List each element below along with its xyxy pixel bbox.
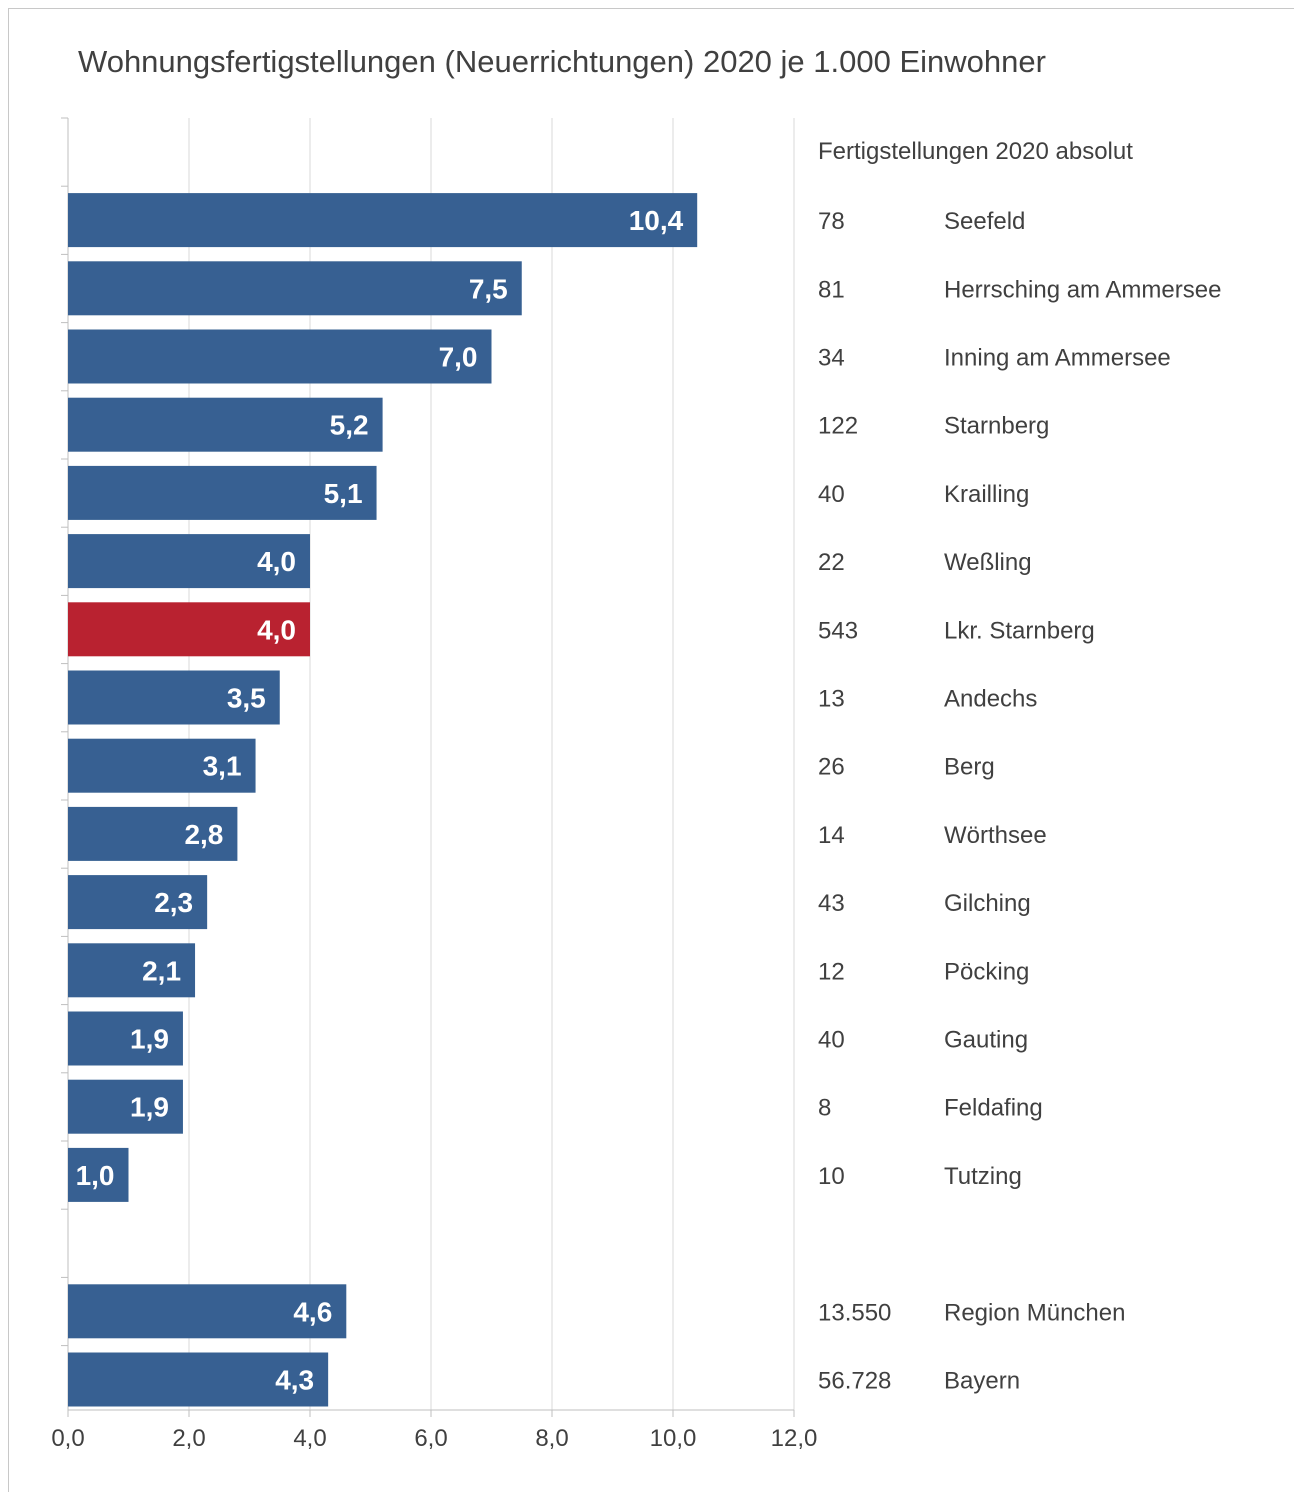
category-label: Herrsching am Ammersee xyxy=(944,276,1221,303)
x-tick-label: 8,0 xyxy=(535,1425,568,1452)
category-label: Weßling xyxy=(944,549,1032,576)
bar-value-label: 2,3 xyxy=(154,887,193,918)
absolute-value: 40 xyxy=(818,1027,845,1054)
x-tick-label: 6,0 xyxy=(414,1425,447,1452)
absolute-value: 543 xyxy=(818,617,858,644)
bar xyxy=(68,602,310,657)
chart-title: Wohnungsfertigstellungen (Neuerrichtunge… xyxy=(78,44,1046,79)
bar-value-label: 7,5 xyxy=(469,273,508,304)
bar xyxy=(68,193,698,248)
bar xyxy=(68,875,208,930)
absolute-value: 14 xyxy=(818,822,845,849)
bar xyxy=(68,465,377,520)
bar xyxy=(68,1284,347,1339)
category-label: Pöcking xyxy=(944,958,1029,985)
bar xyxy=(68,806,238,861)
absolute-value: 122 xyxy=(818,413,858,440)
x-tick-label: 4,0 xyxy=(293,1425,326,1452)
category-label: Krailling xyxy=(944,481,1029,508)
category-label: Feldafing xyxy=(944,1095,1043,1122)
absolute-value: 8 xyxy=(818,1095,831,1122)
bar-value-label: 1,0 xyxy=(76,1160,115,1191)
category-label: Region München xyxy=(944,1299,1125,1326)
absolute-values-header: Fertigstellungen 2020 absolut xyxy=(818,138,1133,165)
category-label: Gauting xyxy=(944,1027,1028,1054)
category-label: Tutzing xyxy=(944,1163,1022,1190)
bar xyxy=(68,1079,183,1134)
absolute-value: 43 xyxy=(818,890,845,917)
bar-value-label: 1,9 xyxy=(130,1092,169,1123)
bar-value-label: 3,5 xyxy=(227,683,266,714)
absolute-value: 22 xyxy=(818,549,845,576)
bar-value-label: 5,2 xyxy=(330,410,369,441)
x-tick-label: 2,0 xyxy=(172,1425,205,1452)
absolute-value: 12 xyxy=(818,958,845,985)
absolute-value: 10 xyxy=(818,1163,845,1190)
bar-value-label: 10,4 xyxy=(629,205,684,236)
absolute-value: 13 xyxy=(818,686,845,713)
bar-value-label: 4,3 xyxy=(275,1365,314,1396)
x-tick-label: 10,0 xyxy=(650,1425,697,1452)
chart-frame xyxy=(8,8,1294,1492)
absolute-value: 40 xyxy=(818,481,845,508)
bar xyxy=(68,534,310,589)
absolute-value: 34 xyxy=(818,345,845,372)
bar xyxy=(68,1352,329,1407)
bar xyxy=(68,738,256,793)
bar-value-label: 7,0 xyxy=(439,342,478,373)
bar-value-label: 4,0 xyxy=(257,614,296,645)
bar-value-label: 4,6 xyxy=(293,1296,332,1327)
bar xyxy=(68,397,383,452)
absolute-value: 56.728 xyxy=(818,1368,891,1395)
bar-value-label: 2,1 xyxy=(142,955,181,986)
bar xyxy=(68,329,492,384)
category-label: Inning am Ammersee xyxy=(944,345,1171,372)
bar xyxy=(68,670,280,725)
bar xyxy=(68,1011,183,1066)
bar-value-label: 5,1 xyxy=(324,478,363,509)
bar xyxy=(68,1147,129,1202)
absolute-value: 78 xyxy=(818,208,845,235)
category-label: Seefeld xyxy=(944,208,1025,235)
category-label: Bayern xyxy=(944,1368,1020,1395)
bar-value-label: 2,8 xyxy=(184,819,223,850)
x-tick-label: 12,0 xyxy=(771,1425,818,1452)
bar-value-label: 4,0 xyxy=(257,546,296,577)
category-label: Wörthsee xyxy=(944,822,1047,849)
absolute-value: 81 xyxy=(818,276,845,303)
bar xyxy=(68,261,522,316)
category-label: Gilching xyxy=(944,890,1031,917)
category-label: Starnberg xyxy=(944,413,1049,440)
absolute-value: 26 xyxy=(818,754,845,781)
category-label: Andechs xyxy=(944,686,1037,713)
x-tick-label: 0,0 xyxy=(51,1425,84,1452)
bar xyxy=(68,943,196,998)
absolute-value: 13.550 xyxy=(818,1299,891,1326)
category-label: Lkr. Starnberg xyxy=(944,617,1095,644)
bar-value-label: 1,9 xyxy=(130,1024,169,1055)
bar-value-label: 3,1 xyxy=(203,751,242,782)
category-label: Berg xyxy=(944,754,995,781)
